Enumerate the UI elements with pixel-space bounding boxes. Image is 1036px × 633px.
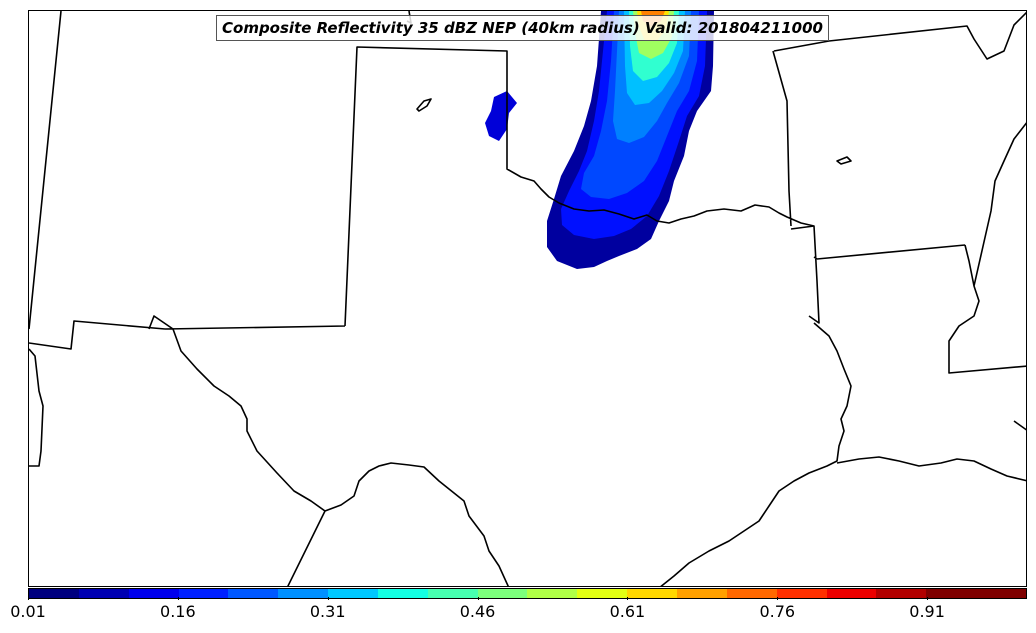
colorbar-segment <box>577 589 628 598</box>
lake-ok <box>416 98 432 112</box>
map-title: Composite Reflectivity 35 dBZ NEP (40km … <box>216 15 829 41</box>
colorbar-segment <box>477 589 528 598</box>
colorbar-tick-labels: 0.01 0.16 0.31 0.46 0.61 0.76 0.91 <box>0 597 1036 630</box>
colorbar-segment <box>976 589 1026 598</box>
probability-colorbar <box>28 588 1027 599</box>
lake-ar <box>836 156 852 165</box>
colorbar-tick-label: 0.16 <box>160 602 196 621</box>
colorbar-tick-mark <box>327 597 329 600</box>
colorbar-tick-mark <box>777 597 779 600</box>
colorbar-tick-label: 0.46 <box>459 602 496 621</box>
colorbar-segment <box>427 589 478 598</box>
colorbar-tick-label: 0.31 <box>309 602 346 621</box>
colorbar-segment <box>178 589 229 598</box>
colorbar-segment <box>627 589 677 598</box>
colorbar-tick-mark <box>927 597 929 600</box>
map-panel <box>28 10 1027 587</box>
colorbar-segment <box>278 589 329 598</box>
colorbar-segment <box>29 589 79 598</box>
colorbar-segment <box>228 589 279 598</box>
colorbar-tick-mark <box>477 597 479 600</box>
colorbar-segment <box>377 589 428 598</box>
colorbar-segment <box>527 589 578 598</box>
colorbar-segment <box>876 589 927 598</box>
state-boundary-lines <box>29 11 1026 586</box>
colorbar-segment <box>78 589 129 598</box>
colorbar-tick-mark <box>177 597 179 600</box>
prob-contour-1b <box>485 91 517 141</box>
colorbar-tick-mark <box>627 597 629 600</box>
map-canvas <box>29 11 1026 586</box>
colorbar-tick-label: 0.91 <box>909 602 945 621</box>
colorbar-segment <box>676 589 727 598</box>
colorbar-segment <box>328 589 378 598</box>
colorbar-segment <box>726 589 777 598</box>
colorbar-segment <box>926 589 977 598</box>
colorbar-tick-label: 0.61 <box>609 602 646 621</box>
map-boundaries <box>29 11 1026 586</box>
coastline-gulf <box>836 456 1026 482</box>
colorbar-segment <box>128 589 179 598</box>
colorbar-tick-mark <box>28 597 29 600</box>
colorbar-tick-label: 0.76 <box>759 602 796 621</box>
probability-field <box>485 11 714 269</box>
colorbar-segment <box>776 589 827 598</box>
colorbar-tick-label: 0.01 <box>10 602 46 621</box>
colorbar-segment <box>826 589 877 598</box>
